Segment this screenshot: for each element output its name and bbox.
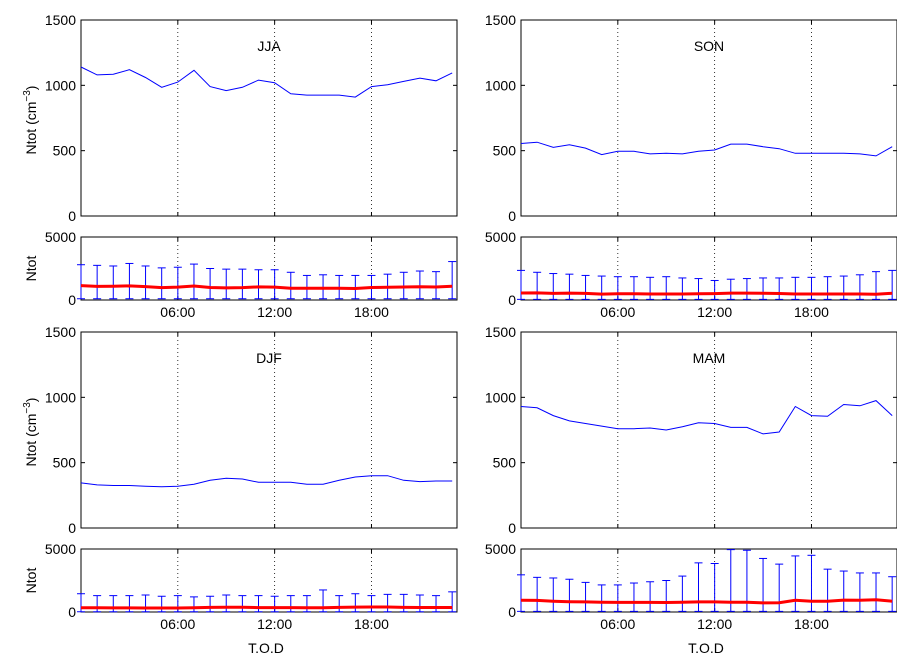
season-label: MAM (693, 350, 726, 366)
panel-jja-errorbar: 0 5000 06:00 12:00 18:00 (45, 229, 458, 320)
series-line (80, 66, 453, 98)
axes-frame (520, 19, 897, 217)
y-tick-label: 1000 (45, 77, 76, 93)
y-tick-label: 500 (493, 455, 517, 471)
y-axis-label: Ntot (cm−3) (22, 398, 39, 467)
y-tick-label: 1500 (485, 324, 516, 340)
y-axis-label-bottom: Ntot (23, 256, 39, 282)
y-tick-label: 500 (493, 143, 517, 159)
axes-frame (80, 236, 458, 301)
x-tick-label: 12:00 (257, 616, 292, 632)
panel-mam-errorbar: 0 5000 06:00 12:00 18:00 (485, 541, 897, 632)
y-tick-label: 0 (508, 520, 516, 536)
y-tick-label: 1500 (45, 324, 76, 340)
mean-line (520, 291, 893, 296)
x-tick-label: 06:00 (160, 616, 195, 632)
y-tick-label: 500 (53, 455, 77, 471)
y-tick-label: 1500 (45, 12, 76, 28)
axes-frame (80, 19, 458, 217)
x-tick-label: 12:00 (697, 616, 732, 632)
y-axis-label-text: Ntot (cm (23, 102, 39, 155)
series-line (520, 400, 893, 435)
y-tick-label: 0 (508, 208, 516, 224)
mean-line (80, 284, 453, 291)
y-axis-label: Ntot (cm−3) (22, 86, 39, 155)
y-tick-label: 1000 (45, 389, 76, 405)
y-axis-label-bottom: Ntot (23, 568, 39, 594)
season-label: SON (694, 38, 724, 54)
y-tick-label: 1000 (485, 389, 516, 405)
y-axis-label-close: ) (23, 398, 39, 403)
x-tick-label: 12:00 (697, 304, 732, 320)
x-tick-label: 18:00 (794, 304, 829, 320)
y-tick-label: 0 (508, 292, 516, 308)
series-line (520, 141, 893, 157)
x-axis-label: T.O.D (688, 640, 724, 656)
y-axis-label-close: ) (23, 86, 39, 91)
y-tick-label: 5000 (485, 541, 516, 557)
series-line (80, 475, 453, 488)
x-tick-label: 06:00 (160, 304, 195, 320)
x-tick-label: 06:00 (600, 304, 635, 320)
y-tick-label: 500 (53, 143, 77, 159)
panel-mam-mean: 0 500 1000 1500 MAM (485, 324, 897, 536)
panel-jja-mean: 0 500 1000 1500 JJA (45, 12, 458, 224)
y-tick-label: 0 (508, 604, 516, 620)
y-axis-label-exponent: −3 (22, 90, 33, 102)
y-tick-label: 5000 (45, 229, 76, 245)
axes-frame (520, 331, 897, 529)
panel-son-errorbar: 0 5000 06:00 12:00 18:00 (485, 229, 897, 320)
x-tick-label: 18:00 (794, 616, 829, 632)
y-tick-label: 0 (68, 604, 76, 620)
y-tick-label: 5000 (485, 229, 516, 245)
y-tick-label: 1000 (485, 77, 516, 93)
axes-frame (80, 548, 458, 613)
x-axis-label: T.O.D (248, 640, 284, 656)
axes-frame (80, 331, 458, 529)
y-tick-label: 1500 (485, 12, 516, 28)
panel-son-mean: 0 500 1000 1500 SON (485, 12, 897, 224)
mean-line (80, 605, 453, 610)
x-tick-label: 18:00 (354, 616, 389, 632)
mean-line (520, 598, 893, 605)
y-axis-label-exponent: −3 (22, 402, 33, 414)
y-tick-label: 0 (68, 292, 76, 308)
y-axis-label-text: Ntot (cm (23, 414, 39, 467)
season-label: JJA (257, 38, 281, 54)
y-tick-label: 0 (68, 520, 76, 536)
x-tick-label: 06:00 (600, 616, 635, 632)
y-tick-label: 5000 (45, 541, 76, 557)
panel-djf-mean: 0 500 1000 1500 DJF (45, 324, 458, 536)
x-tick-label: 12:00 (257, 304, 292, 320)
panel-djf-errorbar: 0 5000 06:00 12:00 18:00 (45, 541, 458, 632)
season-label: DJF (256, 350, 282, 366)
y-tick-label: 0 (68, 208, 76, 224)
axes-frame (520, 236, 897, 301)
x-tick-label: 18:00 (354, 304, 389, 320)
